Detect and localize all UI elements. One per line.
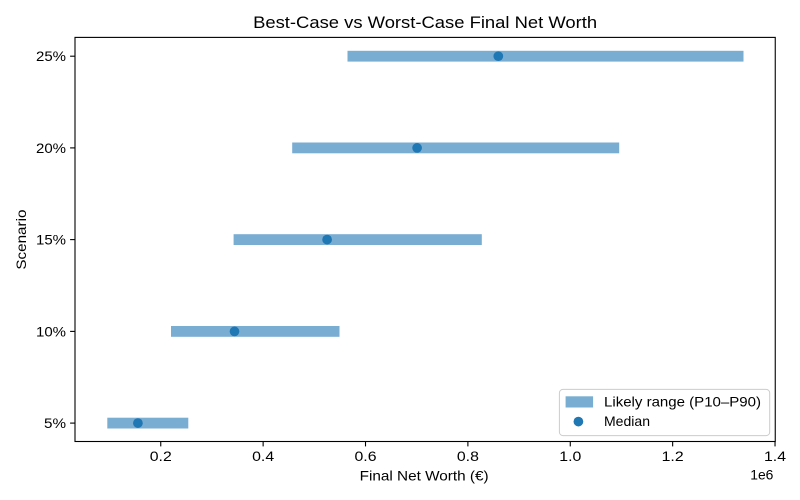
svg-text:Median: Median [604,413,650,429]
svg-text:Likely range (P10–P90): Likely range (P10–P90) [604,394,761,410]
svg-text:Best-Case vs Worst-Case Final: Best-Case vs Worst-Case Final Net Worth [253,13,597,32]
svg-text:15%: 15% [36,231,66,247]
svg-text:1.2: 1.2 [662,448,684,464]
svg-text:0.4: 0.4 [252,448,274,464]
svg-text:1.4: 1.4 [764,448,786,464]
svg-text:Final Net Worth (€): Final Net Worth (€) [360,468,489,484]
svg-text:1e6: 1e6 [750,467,773,483]
svg-text:0.2: 0.2 [150,448,172,464]
svg-text:Scenario: Scenario [13,209,29,269]
svg-text:5%: 5% [44,415,66,431]
svg-text:10%: 10% [36,323,66,339]
svg-text:0.8: 0.8 [457,448,479,464]
svg-text:20%: 20% [36,140,66,156]
svg-text:0.6: 0.6 [355,448,377,464]
svg-text:1.0: 1.0 [559,448,581,464]
svg-text:25%: 25% [36,48,66,64]
